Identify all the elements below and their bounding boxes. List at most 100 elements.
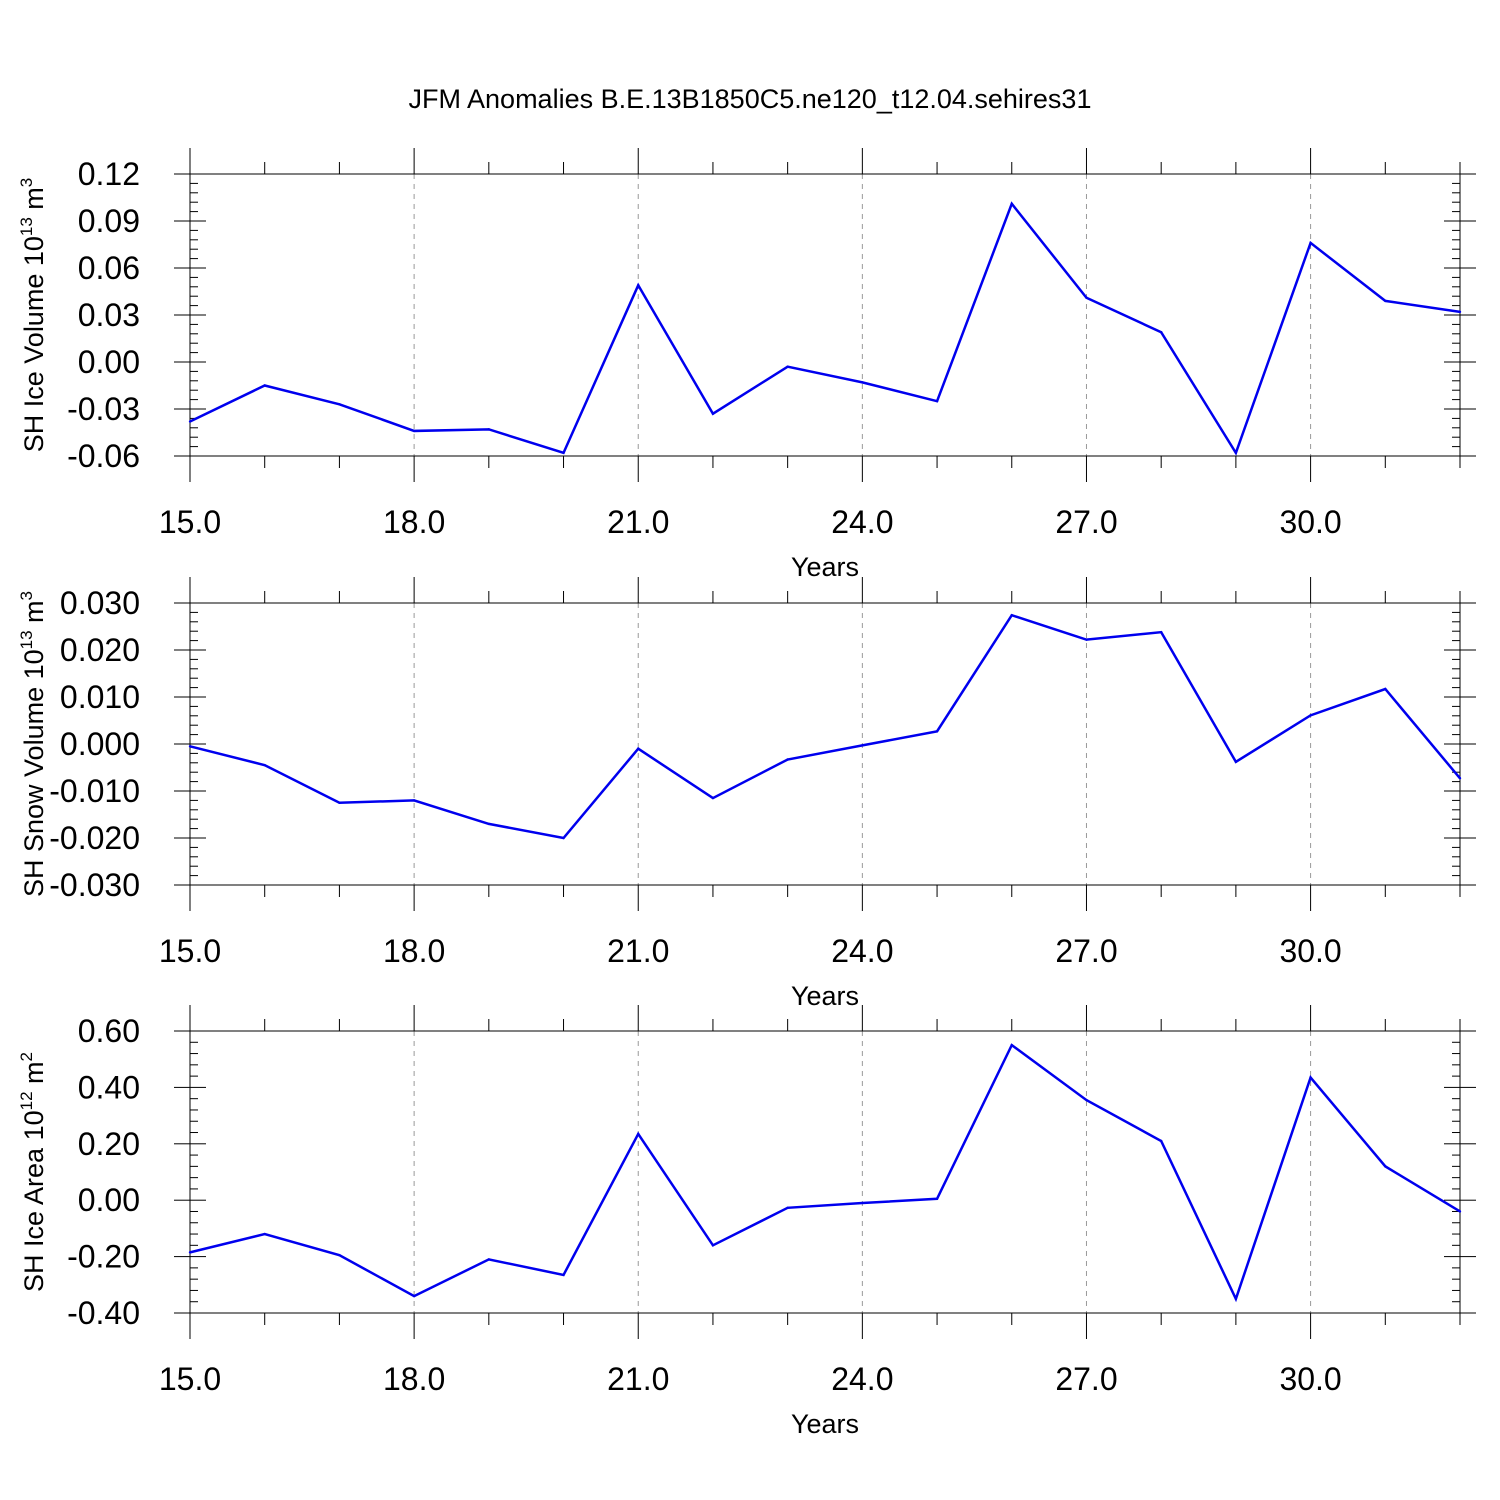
y-axis-label: SH Ice Area 1012 m2 xyxy=(17,1052,49,1292)
x-tick-label: 18.0 xyxy=(383,1361,445,1397)
x-tick-label: 27.0 xyxy=(1055,1361,1117,1397)
data-point xyxy=(1159,1139,1163,1143)
plot-frame xyxy=(189,602,1461,886)
x-tick-label: 27.0 xyxy=(1055,933,1117,969)
y-tick-label: -0.020 xyxy=(49,820,140,856)
y-tick-label: 0.010 xyxy=(60,679,140,715)
data-point xyxy=(1384,687,1387,691)
data-point xyxy=(786,758,789,761)
data-point xyxy=(487,1258,491,1261)
data-point xyxy=(1234,1297,1238,1301)
chart-panel-2: -0.030 -0.020 -0.010 0.000 0.010 0.020 0.030 15… xyxy=(17,577,1476,1011)
data-point xyxy=(1234,451,1238,455)
data-point xyxy=(412,429,416,433)
data-point xyxy=(1085,296,1088,299)
x-axis-label: Years xyxy=(791,552,859,582)
data-point xyxy=(562,451,565,455)
data-point xyxy=(1010,202,1013,205)
data-point xyxy=(338,403,341,406)
y-tick-label: -0.06 xyxy=(67,438,140,474)
data-point xyxy=(263,1232,266,1236)
data-point xyxy=(786,365,789,368)
data-point xyxy=(1384,299,1387,303)
data-point xyxy=(786,1206,789,1210)
data-point xyxy=(935,730,939,733)
plot-frame xyxy=(189,1030,1461,1314)
data-point xyxy=(861,744,864,747)
x-tick-label: 21.0 xyxy=(607,504,669,540)
y-tick-label: 0.020 xyxy=(60,632,140,668)
y-tick-label: 0.00 xyxy=(78,1182,140,1218)
data-point xyxy=(935,1197,939,1200)
y-tick-label: -0.40 xyxy=(67,1295,140,1331)
chart-panel-1: -0.06 -0.03 0.00 0.03 0.06 0.09 0.12 15.0 18.0 21… xyxy=(17,148,1476,582)
data-point xyxy=(263,384,266,387)
y-tick-label: 0.12 xyxy=(78,156,140,192)
y-tick-label: -0.20 xyxy=(67,1239,140,1275)
data-point xyxy=(1010,614,1013,617)
data-point xyxy=(188,1251,192,1254)
x-tick-label: 21.0 xyxy=(607,1361,669,1397)
data-point xyxy=(1010,1043,1013,1047)
data-point xyxy=(562,1273,565,1277)
x-axis-label: Years xyxy=(791,981,859,1011)
plot-frame xyxy=(189,173,1461,457)
data-point xyxy=(487,428,491,431)
data-point xyxy=(935,399,939,403)
y-tick-label: 0.20 xyxy=(78,1126,140,1162)
x-tick-label: 27.0 xyxy=(1055,504,1117,540)
data-point xyxy=(188,745,192,748)
y-tick-label: 0.40 xyxy=(78,1069,140,1105)
data-point xyxy=(412,1294,416,1298)
x-tick-label: 24.0 xyxy=(831,933,893,969)
x-tick-label: 24.0 xyxy=(831,1361,893,1397)
data-point xyxy=(861,381,864,384)
data-point xyxy=(188,420,192,423)
x-tick-label: 24.0 xyxy=(831,504,893,540)
x-tick-label: 21.0 xyxy=(607,933,669,969)
x-tick-label: 30.0 xyxy=(1279,504,1341,540)
data-point xyxy=(1159,630,1163,634)
x-axis-label: Years xyxy=(791,1409,859,1439)
data-point xyxy=(487,822,491,826)
y-tick-label: -0.03 xyxy=(67,391,140,427)
data-point xyxy=(1085,638,1088,641)
series-line xyxy=(189,613,1461,840)
x-tick-label: 30.0 xyxy=(1279,933,1341,969)
x-tick-label: 30.0 xyxy=(1279,1361,1341,1397)
y-tick-label: -0.030 xyxy=(49,867,140,903)
chart-panel-3: -0.40 -0.20 0.00 0.20 0.40 0.60 15.0 18.0 21.0 24… xyxy=(17,1005,1476,1439)
data-point xyxy=(1458,777,1462,780)
data-point xyxy=(1458,310,1462,314)
data-point xyxy=(711,412,715,415)
data-point xyxy=(1309,241,1312,245)
x-tick-label: 18.0 xyxy=(383,933,445,969)
x-tick-label: 18.0 xyxy=(383,504,445,540)
y-tick-label: -0.010 xyxy=(49,773,140,809)
y-tick-label: 0.000 xyxy=(60,726,140,762)
data-point xyxy=(1309,1076,1312,1079)
data-point xyxy=(637,1132,640,1136)
series-line xyxy=(189,201,1461,456)
x-tick-label: 15.0 xyxy=(159,933,221,969)
data-point xyxy=(637,284,640,287)
data-point xyxy=(711,1244,715,1247)
data-point xyxy=(1384,1165,1387,1168)
series-line xyxy=(189,1043,1461,1303)
y-tick-label: 0.60 xyxy=(78,1013,140,1049)
x-tick-label: 15.0 xyxy=(159,1361,221,1397)
data-point xyxy=(263,763,266,767)
data-point xyxy=(412,799,416,802)
y-tick-label: 0.030 xyxy=(60,585,140,621)
data-point xyxy=(1309,714,1312,717)
y-tick-label: 0.00 xyxy=(78,344,140,380)
data-point xyxy=(861,1201,864,1205)
data-point xyxy=(338,1253,341,1257)
data-point xyxy=(637,747,640,750)
data-point xyxy=(1085,1098,1088,1102)
chart-title: JFM Anomalies B.E.13B1850C5.ne120_t12.04… xyxy=(408,84,1092,114)
y-tick-label: 0.06 xyxy=(78,250,140,286)
y-tick-label: 0.03 xyxy=(78,297,140,333)
y-axis-label: SH Ice Volume 1013 m3 xyxy=(17,178,49,453)
